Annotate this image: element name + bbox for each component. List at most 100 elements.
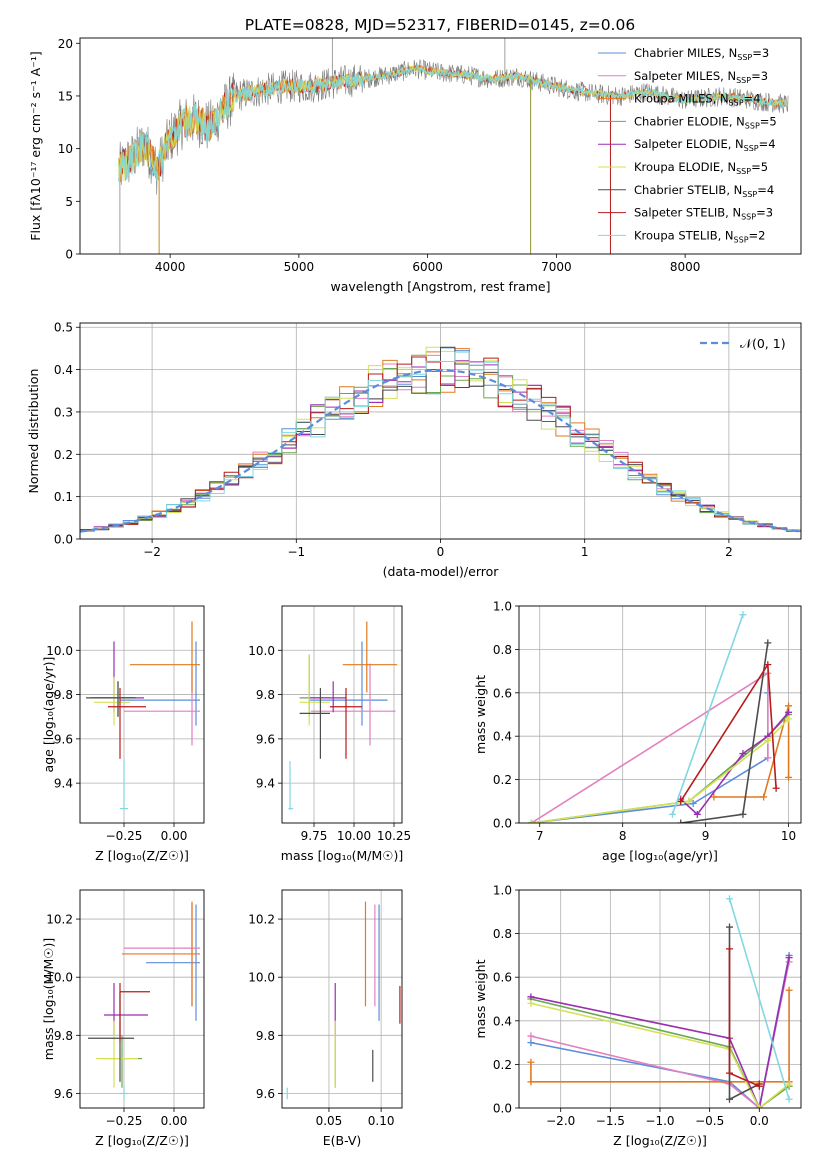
y-tick-label: 5 [65, 195, 73, 209]
mass-weight-marker [527, 999, 535, 1007]
y-tick-label: 0.1 [54, 490, 73, 504]
figure-title: PLATE=0828, MJD=52317, FIBERID=0145, z=0… [245, 16, 635, 34]
plot-area [527, 895, 793, 1108]
legend-entry: Kroupa MILES, NSSP=4 [634, 92, 760, 108]
y-tick-label: 10.0 [46, 644, 73, 658]
y-tick-label: 9.8 [256, 1029, 275, 1043]
plot-area [288, 621, 398, 810]
axes: −2.0 −1.5 −1.0 −0.5 0.0 0.0 0.2 0.4 0.6 0.8 1.0 Z [… [473, 884, 802, 1148]
legend-entry: Salpeter STELIB, NSSP=3 [634, 206, 773, 222]
plot-area [286, 901, 401, 1100]
legend-subscript: SSP [736, 167, 751, 176]
axes: −2 −1 0 1 2 0.0 0.1 0.2 0.3 0.4 0.5 (data-model)/er… [26, 321, 802, 579]
x-tick-label: 0.10 [368, 1114, 395, 1128]
legend-suffix: =2 [749, 228, 766, 242]
x-tick-label: 5000 [284, 260, 315, 274]
y-tick-label: 0.2 [54, 448, 73, 462]
y-tick-label: 0.2 [493, 1058, 512, 1072]
legend-label: Kroupa STELIB, N [634, 228, 734, 242]
mass-weight-marker [668, 810, 676, 818]
legend-suffix: =4 [744, 92, 761, 106]
x-tick-label: −2.0 [546, 1114, 575, 1128]
mass-weight-line [671, 614, 744, 815]
mass-weight-marker [726, 923, 734, 931]
mass-weight-line [531, 718, 790, 823]
mass-weight-line [530, 671, 769, 823]
mass-vs-metallicity-panel: −0.25 0.00 9.6 9.8 10.0 10.2 Z [log₁₀(Z/Z☉)] ma… [41, 889, 205, 1148]
x-tick-label: −0.25 [106, 1114, 143, 1128]
mass-weight-marker [760, 793, 768, 801]
mass-weight-marker [739, 750, 747, 758]
axes-frame [79, 37, 802, 255]
axes-frame [281, 605, 403, 824]
mass-weight-line [531, 692, 769, 823]
x-axis-label: Z [log₁₀(Z/Z☉)] [613, 1133, 707, 1148]
y-tick-label: 0.4 [54, 363, 73, 377]
y-tick-label: 0.6 [493, 686, 512, 700]
age-vs-mass-panel: 9.75 10.00 10.25 9.4 9.6 9.8 10.0 mass [log₁₀(M… [248, 605, 411, 863]
y-axis-label: mass weight [473, 675, 488, 754]
legend-subscript: SSP [744, 144, 759, 153]
y-tick-label: 0.8 [493, 643, 512, 657]
x-axis-label: mass [log₁₀(M/M☉)] [281, 848, 403, 863]
y-tick-label: 10.0 [46, 971, 73, 985]
mass-weight-marker [527, 1078, 535, 1086]
mass-weight-marker [772, 784, 780, 792]
axes-frame [518, 605, 802, 824]
y-tick-label: 0.0 [493, 817, 512, 831]
y-tick-label: 1.0 [493, 884, 512, 898]
y-tick-label: 10 [58, 142, 73, 156]
axes: 9.75 10.00 10.25 9.4 9.6 9.8 10.0 mass [log₁₀(M… [248, 605, 411, 863]
x-tick-label: 8000 [670, 260, 701, 274]
mass-weight-marker [764, 639, 772, 647]
y-tick-label: 0.4 [493, 1014, 512, 1028]
y-tick-label: 10.2 [46, 913, 73, 927]
x-tick-label: 10.00 [337, 829, 371, 843]
model-fit-line [118, 63, 788, 182]
mass-weight-marker [785, 773, 793, 781]
grid-lines [282, 890, 402, 1108]
y-axis-label: age [log₁₀(age/yr)] [41, 657, 56, 773]
y-axis-label: Normed distribution [26, 369, 41, 494]
residuals-legend: 𝒩(0, 1) [700, 336, 786, 351]
legend-label: 𝒩(0, 1) [740, 336, 786, 351]
axes-frame [281, 889, 403, 1109]
y-tick-label: 0.6 [493, 971, 512, 985]
axes: 7 8 9 10 0.0 0.2 0.4 0.6 0.8 1.0 age [log₁₀(age/yr… [473, 600, 802, 863]
grid-lines [80, 890, 204, 1108]
y-tick-label: 9.4 [256, 777, 275, 791]
x-tick-label: −1 [287, 545, 305, 559]
spectrum-panel: 4000 5000 6000 7000 8000 0 5 10 15 20 wavelength [… [28, 37, 802, 294]
axes: 0.05 0.10 9.6 9.8 10.0 10.2 E(B-V) [248, 889, 403, 1148]
legend-entry: Chabrier MILES, NSSP=3 [634, 46, 769, 62]
y-tick-label: 10.2 [248, 913, 275, 927]
mass-weight-marker [677, 797, 685, 805]
x-tick-label: 2 [725, 545, 733, 559]
x-tick-label: 0 [437, 545, 445, 559]
y-tick-label: 9.8 [54, 688, 73, 702]
legend-suffix: =3 [751, 69, 768, 83]
mass-weight-marker [726, 1095, 734, 1103]
legend-suffix: =3 [752, 46, 769, 60]
y-tick-label: 1.0 [493, 600, 512, 614]
x-tick-label: 9.75 [301, 829, 328, 843]
legend-label: Salpeter MILES, N [634, 69, 736, 83]
y-axis-label: Flux [fλ10⁻¹⁷ erg cm⁻² s⁻¹ A⁻¹] [28, 51, 43, 240]
x-tick-label: −0.5 [695, 1114, 724, 1128]
mass-weight-marker [785, 986, 793, 994]
plot-area [88, 901, 200, 1100]
mass-weight-marker [527, 819, 535, 823]
x-tick-label: 0.0 [750, 1114, 769, 1128]
legend-suffix: =4 [757, 183, 774, 197]
y-tick-label: 9.6 [256, 1087, 275, 1101]
legend-label: Kroupa MILES, N [634, 92, 729, 106]
legend-label: Chabrier ELODIE, N [634, 114, 745, 128]
y-tick-label: 0.0 [54, 533, 73, 547]
y-tick-label: 0.8 [493, 927, 512, 941]
axes: 4000 5000 6000 7000 8000 0 5 10 15 20 wavelength [… [28, 37, 802, 294]
y-axis-label: mass [log₁₀(M/M☉)] [41, 938, 56, 1060]
normal-curve [80, 368, 801, 533]
y-tick-label: 15 [58, 89, 73, 103]
x-tick-label: 0.00 [161, 1114, 188, 1128]
x-tick-label: −1.0 [645, 1114, 674, 1128]
